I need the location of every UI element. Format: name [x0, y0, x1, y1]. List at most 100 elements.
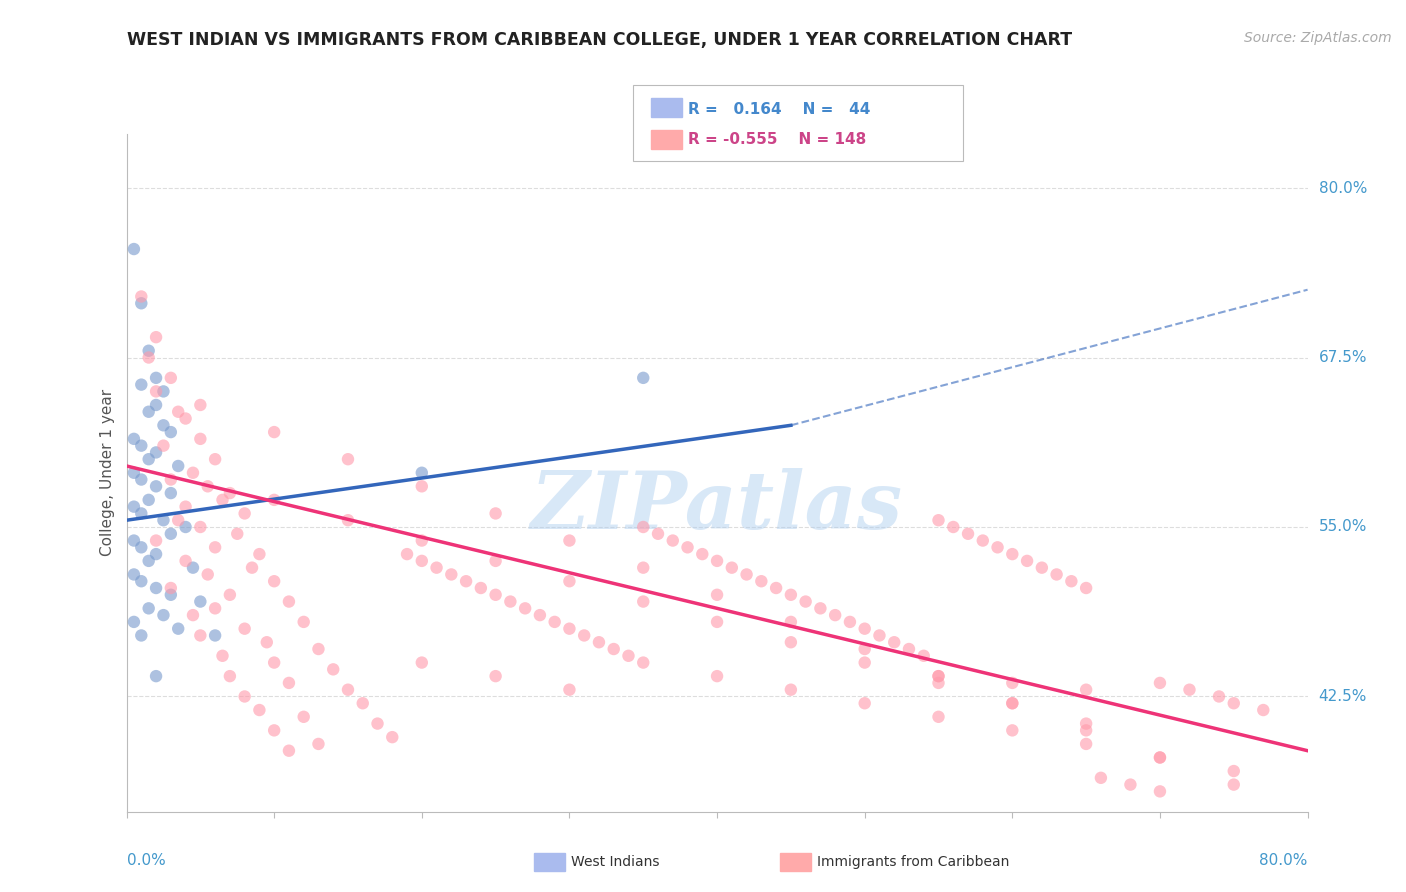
- Point: [928, 669, 950, 683]
- Point: [138, 351, 160, 365]
- Point: [617, 648, 640, 663]
- Point: [751, 574, 773, 589]
- Point: [263, 425, 285, 439]
- Point: [824, 608, 846, 623]
- Point: [484, 588, 508, 602]
- Point: [928, 710, 950, 724]
- Point: [174, 411, 197, 425]
- Point: [129, 628, 153, 642]
- Point: [1001, 696, 1024, 710]
- Point: [204, 452, 226, 467]
- Point: [145, 547, 167, 561]
- Point: [152, 384, 174, 399]
- Point: [706, 615, 728, 629]
- Point: [928, 669, 950, 683]
- Point: [263, 492, 285, 507]
- Point: [381, 730, 404, 744]
- Point: [322, 662, 344, 676]
- Point: [181, 466, 204, 480]
- Point: [411, 554, 433, 568]
- Point: [152, 513, 174, 527]
- Point: [853, 696, 876, 710]
- Point: [218, 588, 242, 602]
- Point: [779, 588, 801, 602]
- Point: [972, 533, 994, 548]
- Point: [470, 581, 492, 595]
- Text: 0.0%: 0.0%: [127, 854, 166, 869]
- Point: [160, 486, 183, 500]
- Point: [181, 560, 204, 574]
- Point: [160, 371, 183, 385]
- Text: 67.5%: 67.5%: [1319, 350, 1367, 365]
- Point: [129, 473, 153, 487]
- Point: [233, 507, 256, 521]
- Point: [633, 371, 655, 385]
- Point: [167, 622, 190, 636]
- Point: [129, 507, 153, 521]
- Point: [174, 500, 197, 514]
- Point: [1149, 784, 1171, 798]
- Point: [690, 547, 713, 561]
- Point: [558, 682, 581, 697]
- Point: [233, 690, 256, 704]
- Point: [145, 669, 167, 683]
- Point: [145, 330, 167, 344]
- Point: [152, 439, 174, 453]
- Point: [440, 567, 463, 582]
- Point: [425, 560, 447, 574]
- Point: [122, 242, 145, 256]
- Point: [779, 682, 801, 697]
- Point: [928, 513, 950, 527]
- Point: [1149, 750, 1171, 764]
- Point: [188, 594, 211, 608]
- Point: [138, 452, 160, 467]
- Point: [160, 526, 183, 541]
- Point: [1222, 778, 1246, 792]
- Point: [765, 581, 787, 595]
- Point: [735, 567, 758, 582]
- Point: [145, 398, 167, 412]
- Point: [160, 473, 183, 487]
- Point: [1076, 682, 1098, 697]
- Point: [1076, 723, 1098, 738]
- Point: [307, 737, 329, 751]
- Point: [352, 696, 374, 710]
- Point: [454, 574, 477, 589]
- Point: [1001, 676, 1024, 690]
- Point: [1076, 737, 1098, 751]
- Point: [145, 581, 167, 595]
- Point: [138, 492, 160, 507]
- Point: [337, 513, 360, 527]
- Point: [204, 628, 226, 642]
- Text: ZIPatlas: ZIPatlas: [531, 468, 903, 545]
- Text: West Indians: West Indians: [571, 855, 659, 869]
- Point: [145, 533, 167, 548]
- Point: [167, 513, 190, 527]
- Point: [1090, 771, 1112, 785]
- Point: [122, 466, 145, 480]
- Point: [1076, 581, 1098, 595]
- Point: [633, 656, 655, 670]
- Point: [515, 601, 537, 615]
- Point: [129, 296, 153, 310]
- Point: [396, 547, 419, 561]
- Point: [263, 723, 285, 738]
- Point: [138, 554, 160, 568]
- Point: [226, 526, 249, 541]
- Point: [1149, 750, 1171, 764]
- Text: 42.5%: 42.5%: [1319, 689, 1367, 704]
- Point: [218, 486, 242, 500]
- Point: [1017, 554, 1039, 568]
- Text: 80.0%: 80.0%: [1319, 180, 1367, 195]
- Point: [204, 601, 226, 615]
- Point: [145, 445, 167, 459]
- Point: [411, 656, 433, 670]
- Point: [779, 615, 801, 629]
- Point: [122, 432, 145, 446]
- Point: [129, 541, 153, 555]
- Point: [292, 710, 315, 724]
- Text: Immigrants from Caribbean: Immigrants from Caribbean: [817, 855, 1010, 869]
- Point: [138, 343, 160, 358]
- Point: [138, 405, 160, 419]
- Point: [838, 615, 860, 629]
